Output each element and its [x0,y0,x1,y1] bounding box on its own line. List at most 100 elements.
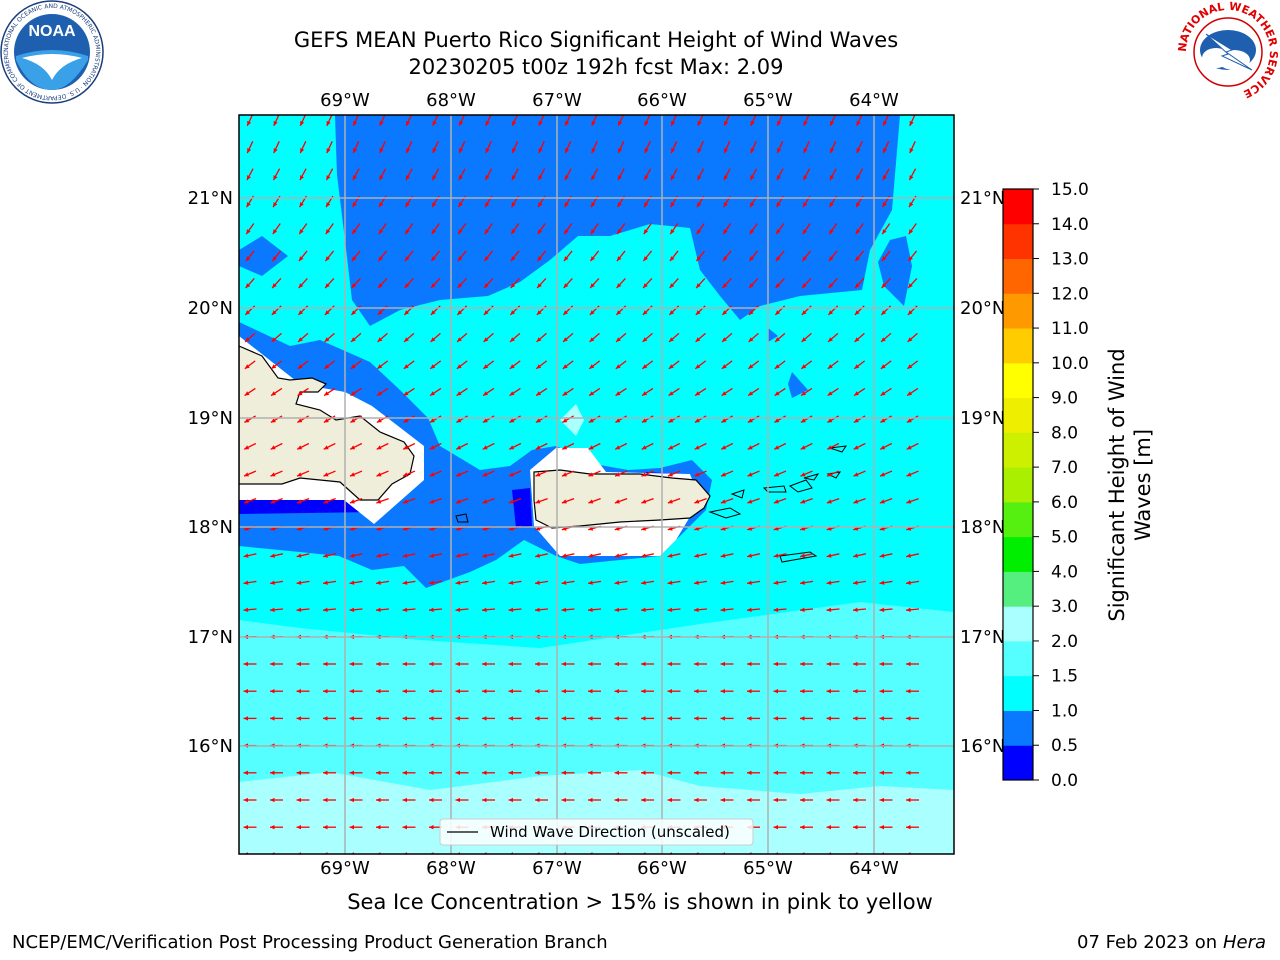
wave-arrow-head [641,716,646,721]
wave-arrow-head [403,391,409,396]
wave-arrow-head [457,283,463,289]
colorbar-tick-label: 0.0 [1051,771,1078,791]
colorbar-tick-label: 10.0 [1051,354,1089,374]
wave-arrow-head [588,797,593,803]
wave-arrow-head [803,120,808,126]
wave-arrow-head [694,445,700,450]
wave-arrow-head [455,797,461,803]
wave-arrow-head [562,391,568,396]
wave-arrow-head [323,580,328,585]
wave-arrow-head [429,716,434,721]
lon-tick-bottom-1: 69°W [320,858,370,879]
wave-arrow-head [641,418,647,423]
colorbar-tick-label: 1.0 [1051,701,1078,721]
wave-arrow-head [880,418,886,423]
wave-arrow-head [508,716,514,721]
lat-tick-left-6: 16°N [188,736,233,757]
gridlines [239,115,954,854]
wave-arrow-head [853,607,858,612]
wave-arrow-head [243,499,249,504]
wave-arrow-head [776,175,781,181]
wave-arrow-head [508,770,514,775]
wave-arrow-head [748,337,754,342]
wave-arrow-head [324,337,330,342]
wave-arrow-head [563,283,569,289]
wave-arrow-head [747,445,753,450]
wave-arrow-head [482,770,487,775]
wave-arrow-head [641,472,647,477]
wave-arrow-head [298,283,304,289]
wave-arrow-head [376,472,382,477]
wave-arrow-head [272,256,277,262]
wave-arrow-head [694,797,699,803]
wave-arrow-head [508,580,514,585]
legend-label: Wind Wave Direction (unscaled) [490,823,730,841]
wave-arrow-head [773,580,779,585]
wave-arrow-head [908,283,913,289]
wave-arrow-head [562,364,568,369]
wave-arrow-head [694,472,700,477]
wave-arrow-head [404,310,410,315]
wave-arrow-head [509,445,515,450]
wave-arrow-head [671,120,676,126]
wave-arrow-head [246,175,251,181]
wave-arrow-head [909,120,914,126]
wave-arrow-head [508,553,514,558]
wave-arrow-head [272,229,278,235]
wave-arrow-head [536,391,542,396]
wave-arrow-head [296,661,302,667]
wave-arrow-head [773,825,779,830]
wave-arrow-head [670,175,675,181]
wave-arrow-head [642,310,648,315]
wave-arrow-head [590,283,595,289]
colorbar-tick-label: 1.5 [1051,667,1078,687]
wave-arrow-head [723,202,728,208]
lon-tick-top-6: 64°W [849,90,899,111]
wave-arrow-head [403,472,409,477]
wave-arrow-head [775,283,781,289]
wave-arrow-head [801,391,807,396]
wave-arrow-head [350,445,356,450]
wave-arrow-head [482,472,488,477]
wave-arrow-head [828,256,834,262]
wave-arrow-head [694,418,700,423]
wave-arrow-head [588,472,594,477]
wave-arrow-head [856,148,861,154]
wave-arrow-head [616,283,622,289]
wave-arrow-head [536,337,542,342]
wave-arrow-head [535,418,541,423]
wave-arrow-head [429,797,434,803]
wave-arrow-head [296,580,302,585]
wave-arrow-head [694,661,699,667]
colorbar-ticks: 0.0 0.5 1.0 1.5 2.0 3.0 4.0 5.0 6.0 7.0 8.0 9.0 10.0… [1033,180,1089,791]
lat-tick-left-5: 17°N [188,627,233,648]
wave-arrow-head [774,391,780,396]
wave-arrow-head [535,797,540,803]
wave-arrow-head [353,120,358,126]
wave-arrow-head [826,825,832,830]
wave-arrow-head [402,553,408,558]
colorbar-swatch [1003,745,1033,781]
colorbar-tick-label: 9.0 [1051,389,1078,409]
wave-arrow-head [667,797,673,803]
wave-arrow-head [482,580,487,585]
wave-arrow-head [881,256,887,262]
wave-arrow-head [668,391,674,396]
wave-arrow-head [618,120,623,126]
wave-arrow-head [376,770,381,775]
wave-arrow-head [405,175,410,181]
wave-arrow-head [667,580,673,585]
wave-arrow-head [564,202,569,208]
wave-arrow-head [748,391,754,396]
hispaniola-land [239,345,415,501]
wave-arrow-head [457,256,463,262]
wave-arrow-head [562,418,568,423]
wave-arrow-head [561,770,567,775]
wave-arrow-head [429,607,434,612]
wave-arrow-head [855,283,860,289]
wave-arrow-head [644,148,649,154]
wave-arrow-head [379,175,384,181]
wave-arrow-head [616,337,621,342]
wave-arrow-head [484,256,489,262]
